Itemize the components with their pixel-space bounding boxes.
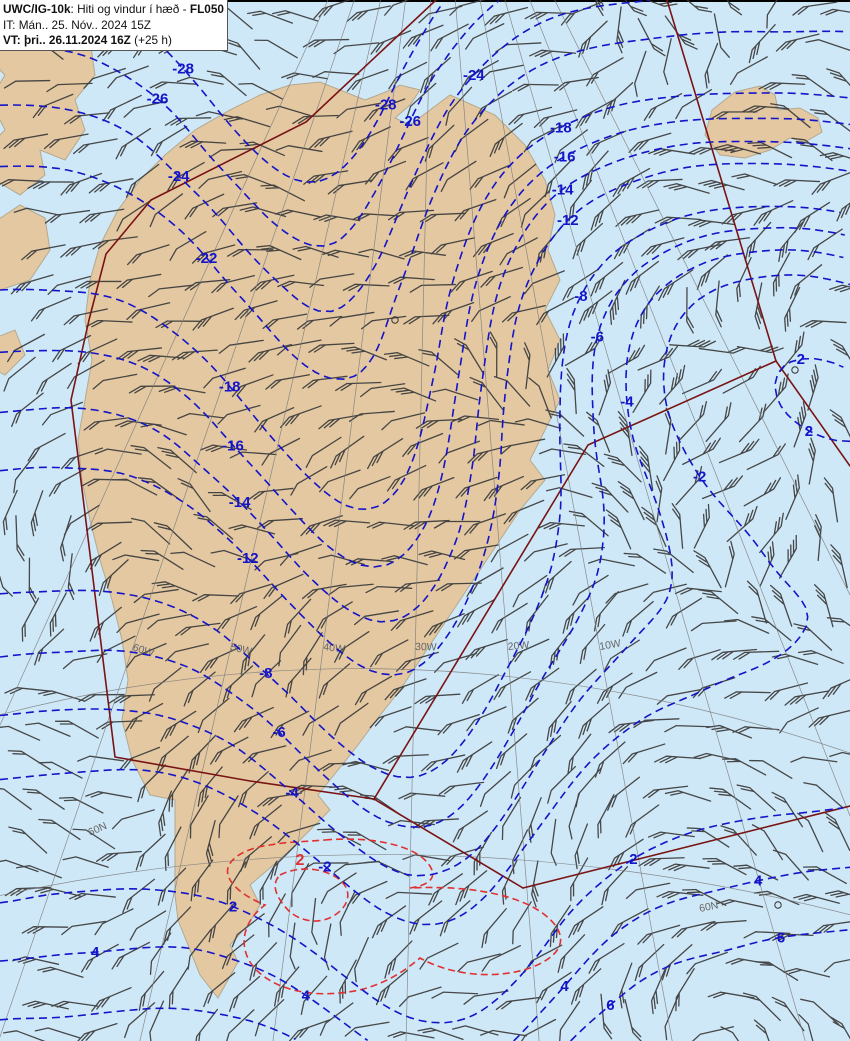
svg-text:-22: -22 — [196, 250, 218, 267]
svg-text:-6: -6 — [272, 724, 285, 741]
svg-text:4: 4 — [560, 978, 569, 995]
svg-text:-18: -18 — [550, 119, 572, 136]
svg-text:-8: -8 — [574, 288, 587, 305]
svg-text:-16: -16 — [222, 437, 244, 454]
svg-text:20W: 20W — [507, 639, 530, 653]
svg-text:-28: -28 — [375, 96, 397, 113]
svg-text:2: 2 — [805, 423, 813, 440]
svg-text:-4: -4 — [620, 393, 634, 410]
svg-text:-6: -6 — [591, 329, 604, 346]
svg-text:4: 4 — [302, 987, 311, 1004]
svg-text:2: 2 — [797, 351, 805, 368]
svg-text:2: 2 — [629, 851, 637, 868]
svg-text:-26: -26 — [147, 91, 169, 108]
svg-text:2: 2 — [229, 899, 237, 916]
svg-text:-12: -12 — [237, 550, 259, 567]
svg-text:-26: -26 — [399, 113, 421, 130]
svg-text:6: 6 — [606, 997, 614, 1014]
svg-text:2: 2 — [296, 852, 305, 869]
svg-text:-18: -18 — [219, 378, 241, 395]
svg-text:-8: -8 — [259, 665, 272, 682]
svg-text:-28: -28 — [172, 61, 194, 78]
svg-text:-2: -2 — [693, 468, 706, 485]
svg-text:-24: -24 — [168, 168, 190, 185]
svg-text:-14: -14 — [229, 494, 251, 511]
svg-text:-2: -2 — [318, 858, 331, 875]
svg-text:-4: -4 — [285, 785, 299, 802]
svg-text:-16: -16 — [554, 149, 576, 166]
svg-text:-14: -14 — [552, 181, 574, 198]
svg-text:30W: 30W — [415, 641, 437, 653]
svg-text:-24: -24 — [463, 67, 485, 84]
svg-text:-12: -12 — [557, 212, 579, 229]
svg-text:4: 4 — [91, 944, 100, 961]
svg-text:4: 4 — [754, 873, 763, 890]
svg-text:6: 6 — [777, 929, 785, 946]
